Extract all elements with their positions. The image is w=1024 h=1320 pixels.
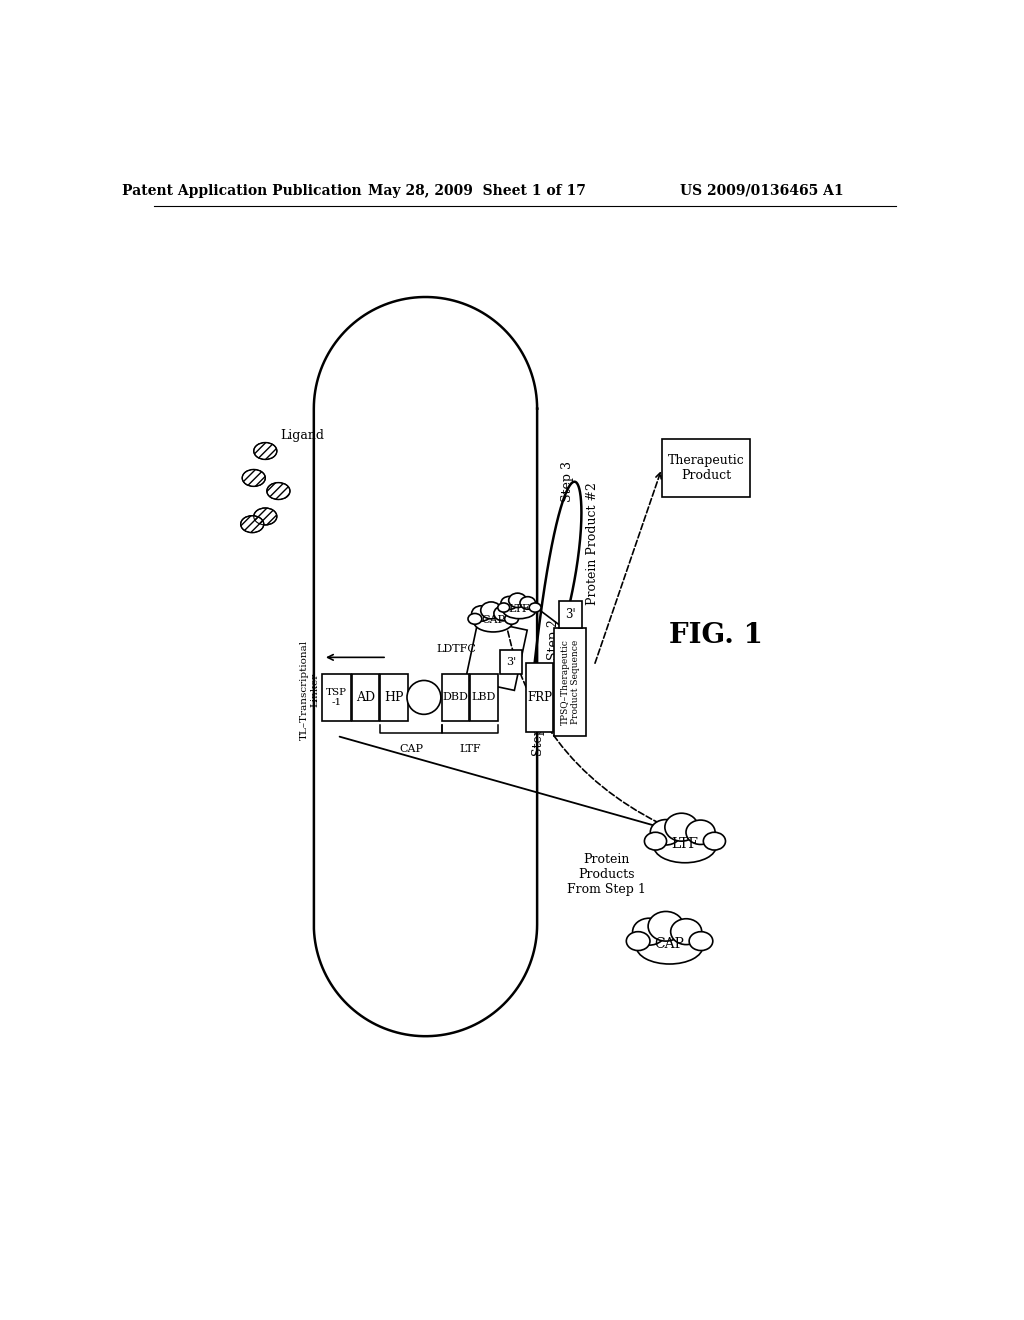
Ellipse shape [529, 603, 541, 612]
Ellipse shape [633, 919, 666, 945]
Bar [554, 628, 587, 737]
Bar [470, 675, 498, 721]
Text: CAP: CAP [481, 615, 505, 626]
Ellipse shape [494, 606, 512, 620]
Bar [500, 649, 521, 675]
Ellipse shape [474, 612, 513, 632]
Ellipse shape [665, 813, 698, 841]
Bar [380, 675, 408, 721]
Ellipse shape [636, 929, 702, 964]
Ellipse shape [501, 597, 517, 610]
Ellipse shape [468, 614, 482, 624]
Text: LTF: LTF [509, 603, 530, 614]
Text: LTF: LTF [459, 743, 480, 754]
Bar [351, 675, 379, 721]
Bar [466, 619, 527, 690]
Ellipse shape [243, 470, 265, 487]
Text: Ligand: Ligand [281, 429, 325, 442]
Text: LTF: LTF [672, 837, 698, 850]
Circle shape [407, 681, 441, 714]
Bar [662, 440, 751, 498]
Text: Patent Application Publication: Patent Application Publication [123, 183, 362, 198]
Text: 3': 3' [506, 657, 516, 667]
Text: Protein
Products
From Step 1: Protein Products From Step 1 [567, 853, 646, 896]
Bar [559, 601, 582, 628]
Text: Step 1: Step 1 [532, 715, 545, 756]
Text: AD: AD [356, 690, 375, 704]
Text: DBD: DBD [442, 693, 468, 702]
Bar [525, 663, 553, 733]
Ellipse shape [644, 833, 667, 850]
Text: CAP: CAP [654, 937, 684, 950]
Ellipse shape [254, 508, 276, 525]
Ellipse shape [509, 593, 526, 607]
Ellipse shape [653, 830, 716, 863]
Bar [441, 675, 469, 721]
Ellipse shape [241, 516, 264, 533]
Text: CAP: CAP [399, 743, 423, 754]
Text: TPSQ–Therapeutic
Product Sequence: TPSQ–Therapeutic Product Sequence [560, 639, 580, 725]
Text: US 2009/0136465 A1: US 2009/0136465 A1 [680, 183, 844, 198]
Text: TL–Transcriptional
Linker: TL–Transcriptional Linker [300, 640, 319, 739]
Text: Protein Product #2: Protein Product #2 [586, 482, 599, 605]
Ellipse shape [498, 603, 510, 612]
Ellipse shape [267, 483, 290, 499]
Ellipse shape [472, 606, 492, 622]
Text: TSP
-1: TSP -1 [326, 688, 347, 708]
Text: 3': 3' [565, 609, 575, 622]
Ellipse shape [503, 602, 536, 619]
Text: LBD: LBD [472, 693, 497, 702]
Ellipse shape [671, 919, 701, 945]
Text: Step 3: Step 3 [561, 461, 574, 503]
Text: Step 2: Step 2 [547, 619, 560, 660]
Ellipse shape [703, 833, 725, 850]
Text: FRP: FRP [527, 690, 552, 704]
Text: Therapeutic
Product: Therapeutic Product [668, 454, 744, 482]
Ellipse shape [650, 820, 682, 845]
Text: FIG. 1: FIG. 1 [669, 622, 763, 649]
Ellipse shape [627, 932, 650, 950]
Text: LDTFC: LDTFC [436, 644, 476, 653]
Text: HP: HP [384, 690, 403, 704]
Bar [322, 675, 351, 721]
Ellipse shape [686, 820, 715, 845]
Ellipse shape [480, 602, 502, 619]
Ellipse shape [520, 597, 536, 610]
Ellipse shape [648, 911, 684, 941]
Ellipse shape [505, 614, 518, 624]
Ellipse shape [689, 932, 713, 950]
Text: May 28, 2009  Sheet 1 of 17: May 28, 2009 Sheet 1 of 17 [368, 183, 586, 198]
Ellipse shape [254, 442, 276, 459]
